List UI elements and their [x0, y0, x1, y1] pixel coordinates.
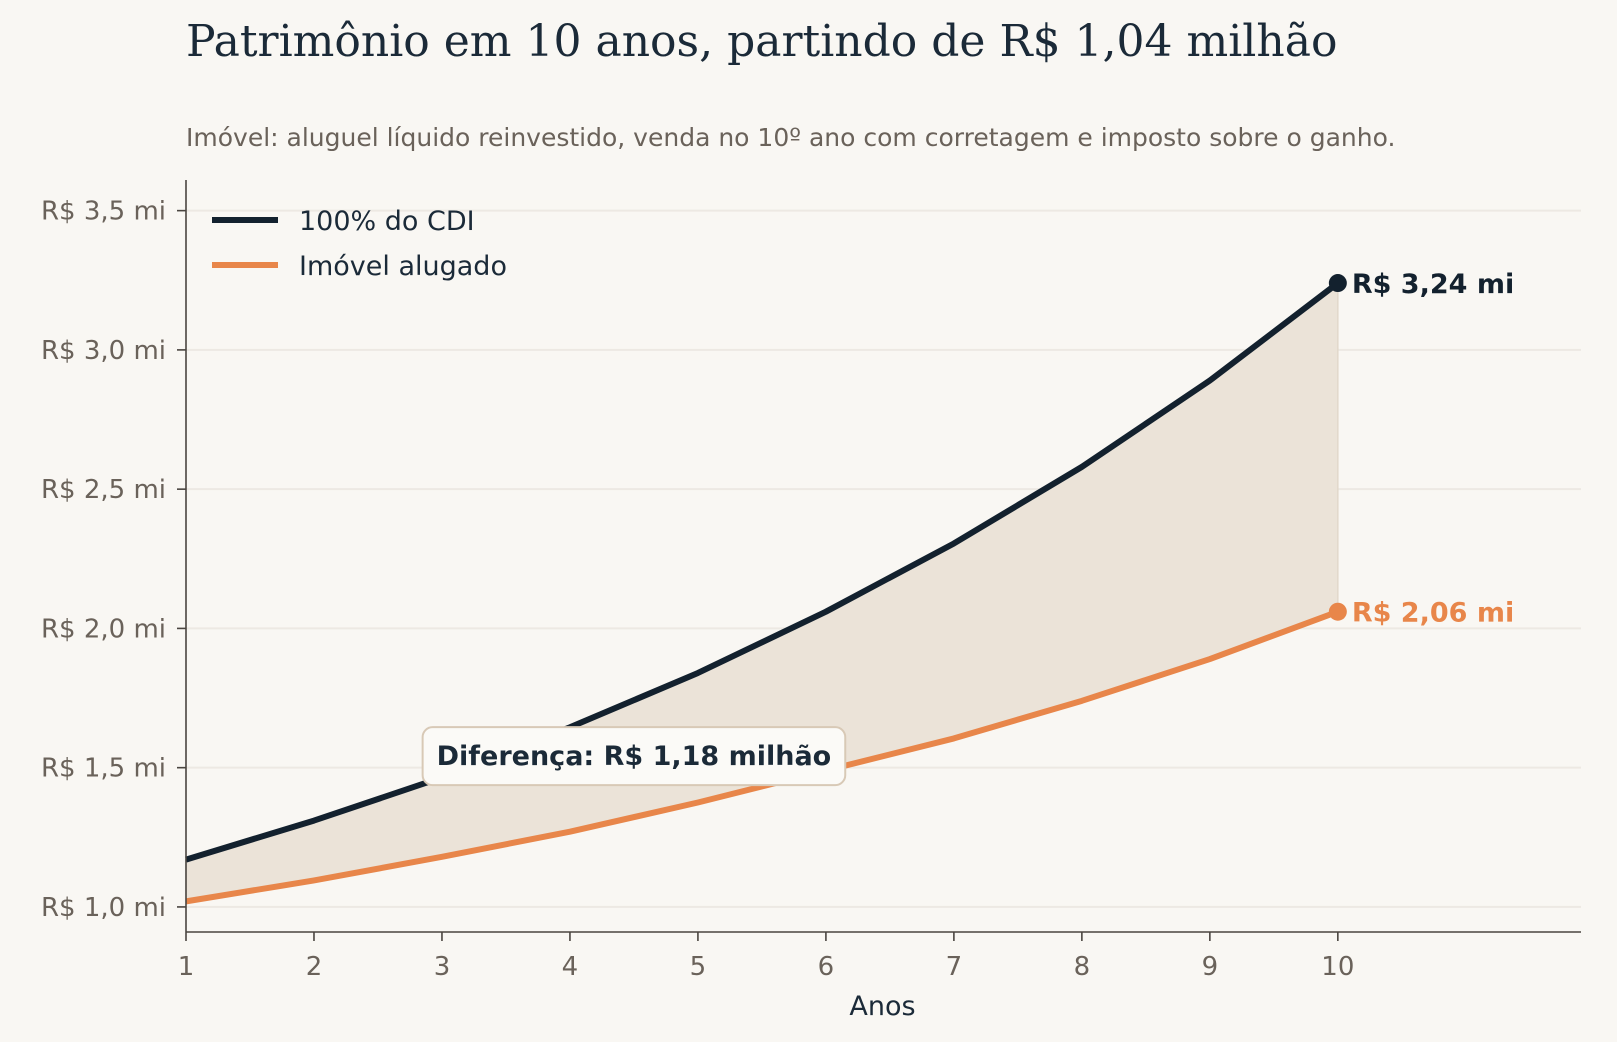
y-tick-label-1: R$ 1,5 mi [41, 754, 166, 784]
legend: 100% do CDI Imóvel alugado [212, 206, 507, 282]
x-tick-label-9: 10 [1321, 952, 1354, 982]
x-axis-label: Anos [849, 991, 915, 1022]
legend-label-0: 100% do CDI [299, 206, 475, 237]
x-tick-label-3: 4 [562, 952, 579, 982]
series-endpoint-0 [1328, 274, 1347, 293]
x-axis-ticks: 1 2 3 4 5 6 7 8 9 10 [178, 932, 1354, 982]
x-tick-label-7: 8 [1074, 952, 1091, 982]
x-tick-label-5: 6 [818, 952, 835, 982]
x-tick-label-8: 9 [1202, 952, 1219, 982]
chart-subtitle: Imóvel: aluguel líquido reinvestido, ven… [186, 123, 1395, 152]
annotation-box [421, 726, 847, 787]
x-tick-label-0: 1 [178, 952, 195, 982]
series-line-0 [185, 280, 1340, 863]
series-line-1 [185, 608, 1339, 905]
y-tick-label-5: R$ 3,5 mi [41, 197, 166, 227]
end-label-0: R$ 3,24 mi [1352, 269, 1514, 300]
difference-annotation: Diferença: R$ 1,18 milhão [421, 726, 847, 787]
y-tick-label-3: R$ 2,5 mi [41, 475, 166, 505]
x-tick-label-2: 3 [434, 952, 451, 982]
y-tick-label-0: R$ 1,0 mi [41, 893, 166, 923]
end-labels: R$ 3,24 mi R$ 2,06 mi [1352, 269, 1514, 629]
series-endpoint-1 [1328, 602, 1347, 621]
legend-label-1: Imóvel alugado [299, 251, 507, 282]
x-tick-label-4: 5 [690, 952, 707, 982]
series-lines [185, 274, 1347, 905]
x-tick-label-6: 7 [946, 952, 963, 982]
y-axis-ticks: R$ 1,0 mi R$ 1,5 mi R$ 2,0 mi R$ 2,5 mi R$ 3… [41, 197, 186, 923]
x-tick-label-1: 2 [306, 952, 323, 982]
end-label-1: R$ 2,06 mi [1352, 598, 1514, 629]
y-tick-label-2: R$ 2,0 mi [41, 614, 166, 644]
annotation-text: Diferença: R$ 1,18 milhão [437, 741, 832, 772]
chart-title: Patrimônio em 10 anos, partindo de R$ 1,… [186, 16, 1337, 67]
y-tick-label-4: R$ 3,0 mi [41, 336, 166, 366]
